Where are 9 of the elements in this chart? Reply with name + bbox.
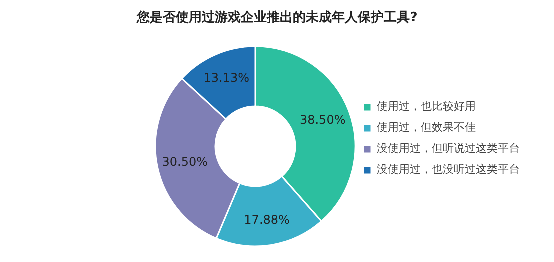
data-label: 13.13% <box>204 71 250 86</box>
data-label: 17.88% <box>244 213 290 228</box>
legend-label: 使用过，但效果不佳 <box>377 120 476 135</box>
legend-label: 没使用过，也没听过这类平台 <box>377 162 520 177</box>
chart-title: 您是否使用过游戏企业推出的未成年人保护工具? <box>136 10 418 26</box>
legend-label: 没使用过，但听说过这类平台 <box>377 141 520 156</box>
data-label: 30.50% <box>162 155 208 170</box>
legend-label: 使用过，也比较好用 <box>377 99 476 114</box>
data-label: 38.50% <box>300 113 346 128</box>
